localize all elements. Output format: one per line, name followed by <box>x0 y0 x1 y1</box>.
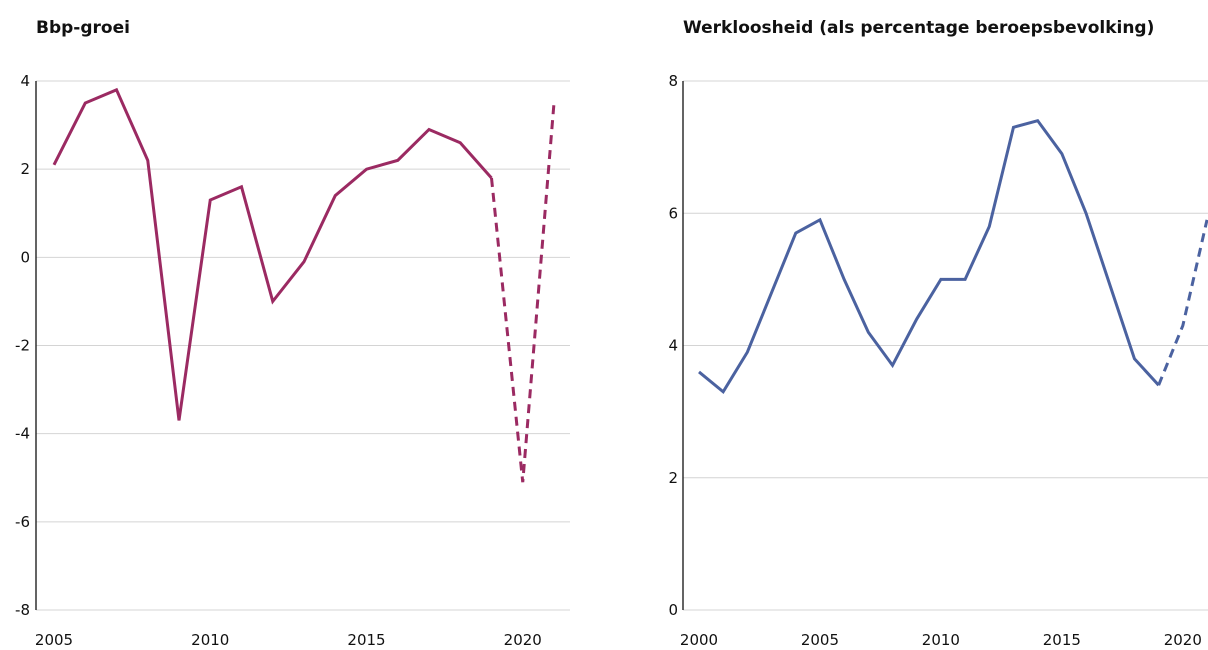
unemployment-y-tick-label: 4 <box>668 337 678 355</box>
unemployment-x-tick-label: 2005 <box>801 631 839 649</box>
gdp-x-tick-label: 2005 <box>35 631 73 649</box>
gdp-x-tick-label: 2010 <box>191 631 229 649</box>
gdp-forecast-line <box>490 102 556 483</box>
gdp-y-tick-label: -6 <box>15 513 30 531</box>
gdp-y-tick-label: 0 <box>20 248 30 266</box>
gdp-chart: 4 2 0 -2 -4 -6 -8 2005 2010 2015 2020 <box>15 72 570 649</box>
unemployment-x-tick-label: 2000 <box>680 631 718 649</box>
unemployment-y-tick-label: 6 <box>668 204 678 222</box>
unemployment-actual-line <box>698 118 1160 395</box>
gdp-x-tick-label: 2020 <box>504 631 542 649</box>
gdp-y-tick-label: 2 <box>20 160 30 178</box>
gdp-y-tick-label: -2 <box>15 337 30 355</box>
gdp-y-tick-label: 4 <box>20 72 30 90</box>
unemployment-forecast-line <box>1157 219 1208 386</box>
gdp-x-tick-label: 2015 <box>347 631 385 649</box>
gdp-y-tick-label: -8 <box>15 601 30 619</box>
chart-title-unemployment: Werkloosheid (als percentage beroepsbevo… <box>683 18 1155 38</box>
chart-title-gdp: Bbp-groei <box>36 18 130 38</box>
unemployment-x-tick-label: 2010 <box>922 631 960 649</box>
unemployment-x-tick-label: 2015 <box>1043 631 1081 649</box>
unemployment-x-tick-label: 2020 <box>1164 631 1202 649</box>
gdp-actual-line <box>52 87 493 421</box>
unemployment-y-tick-label: 8 <box>668 72 678 90</box>
unemployment-y-tick-label: 0 <box>668 601 678 619</box>
gdp-y-tick-label: -4 <box>15 425 30 443</box>
unemployment-y-tick-label: 2 <box>668 469 678 487</box>
